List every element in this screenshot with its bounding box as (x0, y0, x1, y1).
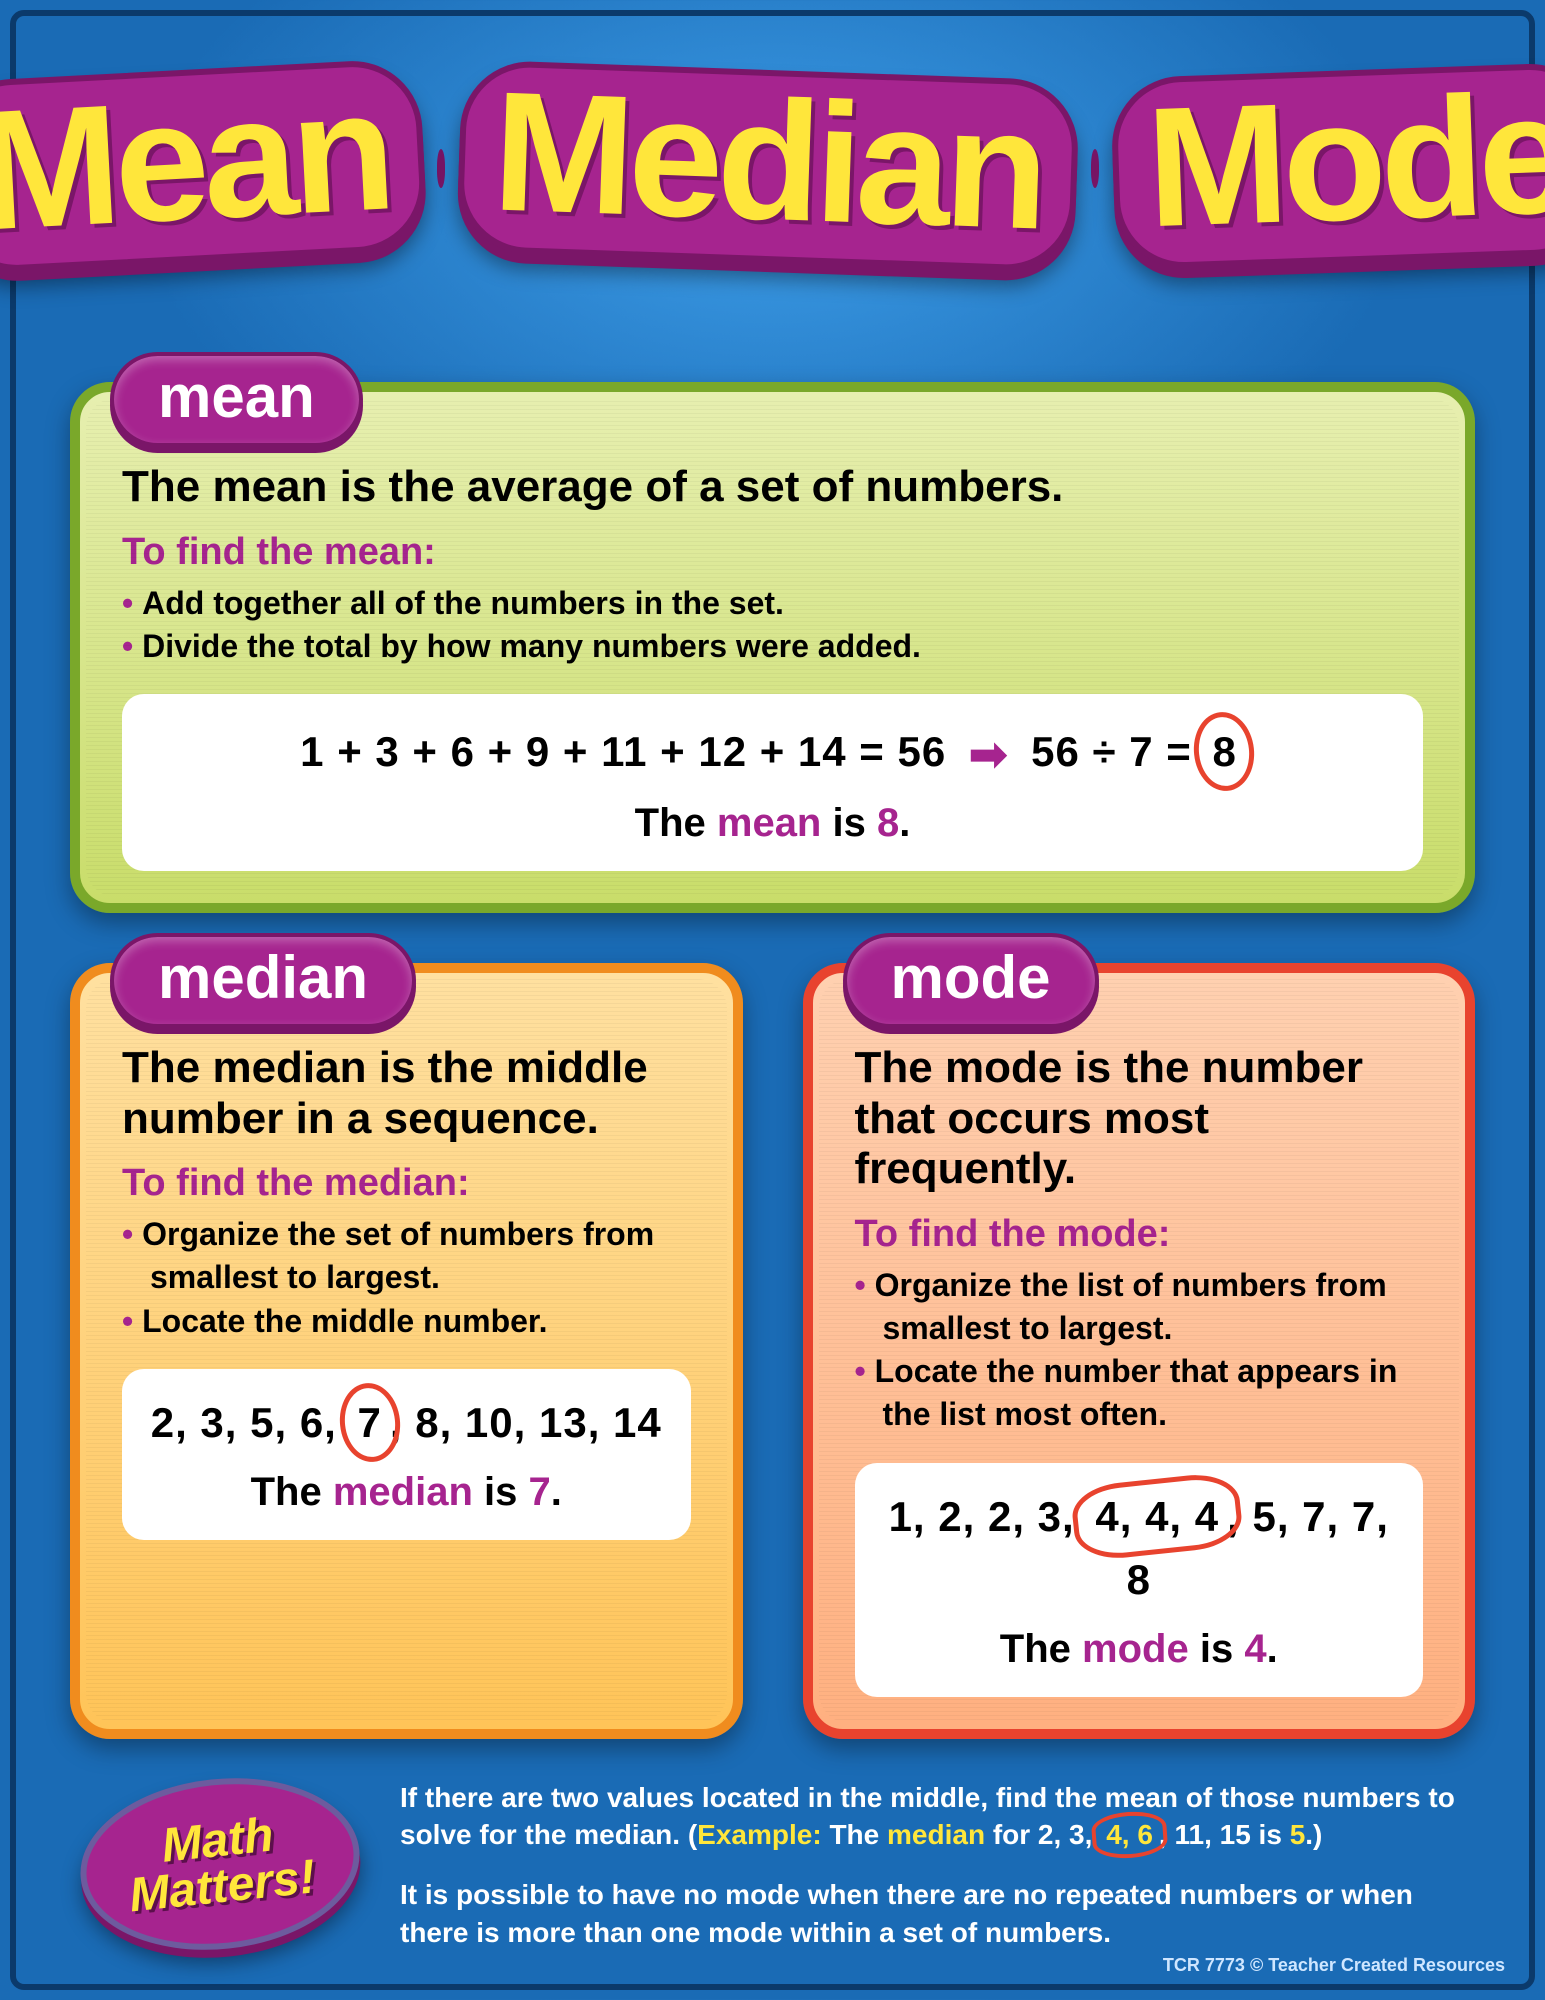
title-word-median: Median (456, 59, 1080, 272)
accent-word: mean (717, 801, 822, 845)
text: is (821, 801, 877, 845)
definition-mode: The mode is the number that occurs most … (855, 1043, 1424, 1195)
mode-conclusion: The mode is 4. (881, 1619, 1398, 1679)
text: .) (1305, 1819, 1322, 1850)
footer: Math Matters! If there are two values lo… (0, 1739, 1545, 1974)
example-median: 2, 3, 5, 6, 7, 8, 10, 13, 14 The median … (122, 1369, 691, 1540)
poster-title: Mean Median Mode (0, 0, 1545, 302)
pill-median: median (110, 933, 416, 1028)
pill-mode: mode (843, 933, 1099, 1028)
arrow-right-icon: ➡ (969, 720, 1009, 789)
subhead-mean: To find the mean: (122, 531, 1423, 574)
text: , 11, 15 is (1159, 1819, 1290, 1850)
example-mean: 1 + 3 + 6 + 9 + 11 + 12 + 14 = 56 ➡ 56 ÷… (122, 694, 1423, 871)
text: . (1267, 1627, 1278, 1671)
text: The (822, 1819, 887, 1850)
footnote-no-mode: It is possible to have no mode when ther… (400, 1876, 1465, 1952)
median-sequence: 2, 3, 5, 6, 7, 8, 10, 13, 14 (148, 1391, 665, 1454)
text: is (1189, 1627, 1245, 1671)
median-step-1: Organize the set of numbers from smalles… (122, 1213, 691, 1299)
text: for 2, 3, (985, 1819, 1100, 1850)
mean-step-2: Divide the total by how many numbers wer… (122, 625, 1423, 668)
definition-median: The median is the middle number in a seq… (122, 1043, 691, 1144)
mean-sum: 1 + 3 + 6 + 9 + 11 + 12 + 14 = 56 (300, 728, 946, 775)
title-word-mode: Mode (1109, 62, 1545, 271)
mode-step-1: Organize the list of numbers from smalle… (855, 1264, 1424, 1350)
text: The (635, 801, 717, 845)
accent-word: median (333, 1470, 473, 1514)
copyright: TCR 7773 © Teacher Created Resources (1163, 1955, 1505, 1976)
math-matters-badge: Math Matters! (72, 1764, 368, 1962)
text: , 8, 10, 13, 14 (390, 1399, 662, 1446)
panel-mode: mode The mode is the number that occurs … (803, 963, 1476, 1739)
mean-answer-circled: 8 (1204, 720, 1244, 783)
text: 2, 3, 5, 6, (151, 1399, 350, 1446)
mode-sequence: 1, 2, 2, 3, 4, 4, 4, 5, 7, 7, 8 (881, 1485, 1398, 1611)
badge-line-2: Matters! (127, 1854, 317, 1919)
accent-word: mode (1082, 1627, 1189, 1671)
mode-answer-circled: 4, 4, 4 (1087, 1485, 1227, 1548)
title-dot-icon (437, 149, 445, 183)
mode-step-2: Locate the number that appears in the li… (855, 1350, 1424, 1436)
footnotes: If there are two values located in the m… (400, 1779, 1465, 1974)
fn-word: median (887, 1819, 985, 1850)
mean-division-pre: 56 ÷ 7 = (1031, 728, 1204, 775)
mean-expression: 1 + 3 + 6 + 9 + 11 + 12 + 14 = 56 ➡ 56 ÷… (148, 716, 1397, 785)
accent-value: 8 (877, 801, 899, 845)
accent-value: 7 (529, 1470, 551, 1514)
definition-mean: The mean is the average of a set of numb… (122, 462, 1423, 513)
median-step-2: Locate the middle number. (122, 1300, 691, 1343)
fn-answer: 5 (1290, 1819, 1306, 1850)
text: is (473, 1470, 529, 1514)
panel-median: median The median is the middle number i… (70, 963, 743, 1739)
pill-mean: mean (110, 352, 363, 447)
mean-conclusion: The mean is 8. (148, 793, 1397, 853)
median-answer-circled: 7 (350, 1391, 390, 1454)
footnote-median-tie: If there are two values located in the m… (400, 1779, 1465, 1855)
example-label: Example: (697, 1819, 822, 1850)
panel-mean: mean The mean is the average of a set of… (70, 382, 1475, 913)
example-mode: 1, 2, 2, 3, 4, 4, 4, 5, 7, 7, 8 The mode… (855, 1463, 1424, 1697)
title-word-mean: Mean (0, 58, 428, 275)
fn-pair-circled: 4, 6 (1100, 1816, 1159, 1854)
text: 1, 2, 2, 3, (889, 1493, 1088, 1540)
accent-value: 4 (1244, 1627, 1266, 1671)
text: . (899, 801, 910, 845)
text: . (551, 1470, 562, 1514)
subhead-mode: To find the mode: (855, 1213, 1424, 1256)
title-dot-icon (1091, 149, 1099, 183)
median-conclusion: The median is 7. (148, 1462, 665, 1522)
mean-step-1: Add together all of the numbers in the s… (122, 582, 1423, 625)
text: The (1000, 1627, 1082, 1671)
text: The (251, 1470, 333, 1514)
subhead-median: To find the median: (122, 1162, 691, 1205)
